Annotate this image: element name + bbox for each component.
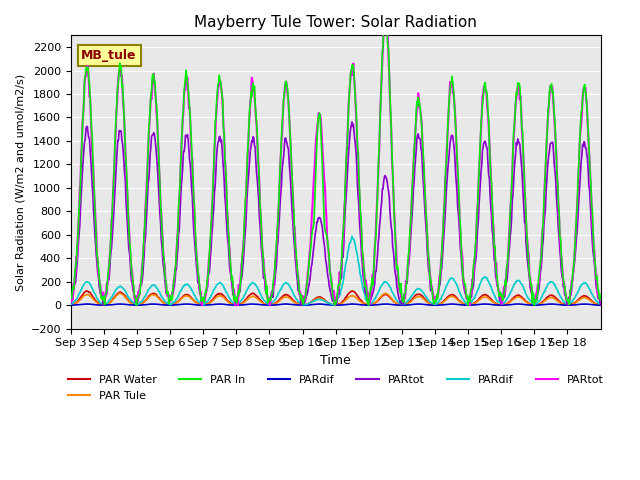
Y-axis label: Solar Radiation (W/m2 and umol/m2/s): Solar Radiation (W/m2 and umol/m2/s) [15,73,25,290]
Text: MB_tule: MB_tule [81,49,137,62]
Title: Mayberry Tule Tower: Solar Radiation: Mayberry Tule Tower: Solar Radiation [195,15,477,30]
X-axis label: Time: Time [320,354,351,367]
Legend: PAR Water, PAR Tule, PAR In, PARdif, PARtot, PARdif, PARtot: PAR Water, PAR Tule, PAR In, PARdif, PAR… [63,371,608,405]
